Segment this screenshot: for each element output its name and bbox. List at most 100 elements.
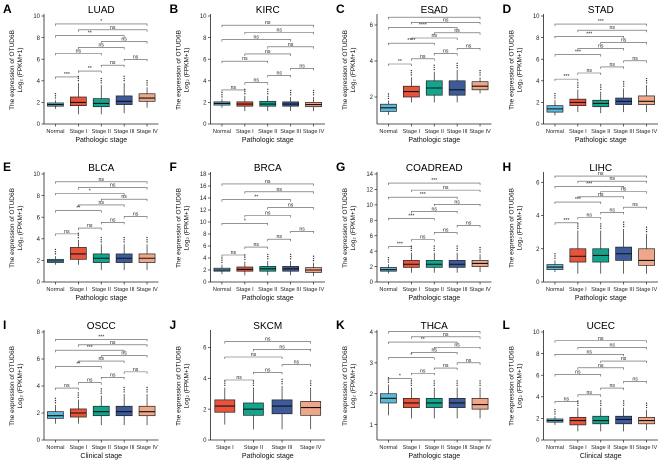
significance-label: ns bbox=[443, 49, 449, 55]
y-tick-label: 14 bbox=[366, 172, 373, 178]
significance-label: ns bbox=[288, 42, 294, 48]
outlier-point bbox=[387, 93, 390, 95]
panel-title: THCA bbox=[421, 321, 449, 332]
outlier-point bbox=[221, 259, 223, 261]
significance-label: *** bbox=[575, 50, 581, 56]
significance-label: ns bbox=[87, 378, 93, 384]
significance-bracket bbox=[411, 211, 458, 214]
significance-bracket bbox=[554, 23, 647, 27]
significance-label: ns bbox=[265, 179, 271, 185]
outlier-point bbox=[100, 77, 102, 80]
significance-bracket bbox=[224, 341, 311, 344]
y-axis-unit: Log₂ (FPKM+1) bbox=[350, 48, 357, 93]
x-tick-label: Stage I bbox=[236, 287, 254, 293]
y-tick-label: 6 bbox=[370, 234, 374, 240]
x-axis-label: Pathologic stage bbox=[242, 453, 294, 460]
outlier-point bbox=[577, 84, 579, 86]
y-axis-unit: Log₂ (FPKM+1) bbox=[17, 206, 24, 251]
significance-label: ns bbox=[254, 242, 260, 248]
y-tick-label: 12 bbox=[366, 188, 373, 194]
significance-label: ns bbox=[575, 370, 581, 376]
outlier-point bbox=[410, 69, 413, 72]
x-tick-label: Stage II bbox=[92, 287, 112, 293]
significance-bracket bbox=[623, 381, 647, 384]
y-tick-label: 6 bbox=[536, 57, 540, 63]
significance-bracket bbox=[554, 175, 647, 179]
outlier-point bbox=[100, 392, 102, 394]
outlier-point bbox=[645, 404, 648, 407]
x-tick-label: Normal bbox=[213, 287, 231, 293]
box-stage-ii bbox=[92, 98, 110, 108]
significance-label: ** bbox=[254, 195, 258, 201]
outlier-point bbox=[622, 221, 625, 223]
outlier-point bbox=[645, 77, 648, 80]
outlier-point bbox=[410, 382, 413, 384]
significance-bracket bbox=[577, 72, 602, 76]
outlier-point bbox=[221, 261, 223, 264]
y-axis-unit: Log₂ (FPKM+1) bbox=[184, 48, 191, 93]
significance-bracket bbox=[388, 42, 435, 46]
panel-title: BRCA bbox=[254, 163, 282, 174]
outlier-point bbox=[600, 400, 602, 402]
significance-label: ns bbox=[609, 343, 615, 349]
outlier-point bbox=[410, 380, 413, 382]
outlier-point bbox=[267, 88, 269, 91]
significance-label: ns bbox=[466, 220, 472, 226]
significance-label: ns bbox=[598, 363, 604, 369]
y-tick-label: 2 bbox=[203, 407, 207, 413]
box-stage-iv bbox=[638, 248, 655, 266]
significance-bracket bbox=[78, 187, 148, 190]
y-tick-label: 0 bbox=[370, 280, 374, 286]
outlier-point bbox=[479, 69, 481, 72]
significance-label: ns bbox=[609, 176, 615, 182]
significance-bracket bbox=[244, 191, 314, 194]
significance-bracket bbox=[388, 196, 458, 200]
outlier-point bbox=[54, 402, 57, 404]
outlier-point bbox=[309, 384, 312, 387]
outlier-point bbox=[600, 223, 602, 225]
x-axis-label: Clinical stage bbox=[80, 453, 122, 460]
y-tick-label: 16 bbox=[200, 184, 207, 190]
outlier-point bbox=[146, 82, 148, 84]
significance-bracket bbox=[600, 42, 647, 45]
significance-bracket bbox=[78, 70, 102, 74]
significance-bracket bbox=[290, 231, 314, 234]
outlier-point bbox=[77, 236, 80, 239]
significance-bracket bbox=[577, 29, 647, 33]
significance-label: * bbox=[399, 373, 401, 379]
panel-letter: C bbox=[336, 2, 345, 16]
significance-label: ** bbox=[76, 206, 80, 212]
significance-bracket bbox=[388, 341, 458, 345]
y-axis-label: The expression of OTUD6B bbox=[342, 30, 349, 110]
x-tick-label: Stage III bbox=[447, 129, 468, 135]
outlier-point bbox=[387, 256, 390, 259]
significance-bracket bbox=[244, 32, 314, 35]
outlier-point bbox=[224, 382, 226, 384]
significance-bracket bbox=[388, 16, 481, 20]
significance-label: ns bbox=[110, 340, 116, 346]
box-stage-i bbox=[569, 248, 587, 263]
x-tick-label: Stage III bbox=[272, 445, 293, 451]
x-tick-label: Stage IV bbox=[303, 129, 325, 135]
y-tick-label: 0 bbox=[536, 438, 540, 444]
panel-letter: F bbox=[170, 160, 177, 174]
significance-label: ns bbox=[121, 351, 127, 357]
x-axis-label: Clinical stage bbox=[580, 453, 622, 460]
y-tick-label: 0 bbox=[203, 280, 207, 286]
y-tick-label: 0 bbox=[536, 280, 540, 286]
outlier-point bbox=[289, 91, 292, 94]
y-axis-label: The expression of OTUD6B bbox=[509, 30, 516, 110]
significance-label: ns bbox=[420, 368, 426, 374]
x-tick-label: Stage IV bbox=[469, 129, 491, 135]
significance-label: ns bbox=[251, 352, 257, 358]
significance-bracket bbox=[554, 36, 624, 39]
significance-label: *** bbox=[586, 181, 592, 187]
significance-bracket bbox=[388, 378, 412, 381]
significance-bracket bbox=[55, 76, 79, 79]
y-tick-label: 2 bbox=[370, 265, 374, 271]
box-normal bbox=[47, 411, 64, 419]
box-stage-iv bbox=[638, 95, 655, 105]
outlier-point bbox=[645, 80, 648, 82]
y-axis-label: The expression of OTUD6B bbox=[176, 188, 183, 268]
x-tick-label: Normal bbox=[46, 129, 64, 135]
